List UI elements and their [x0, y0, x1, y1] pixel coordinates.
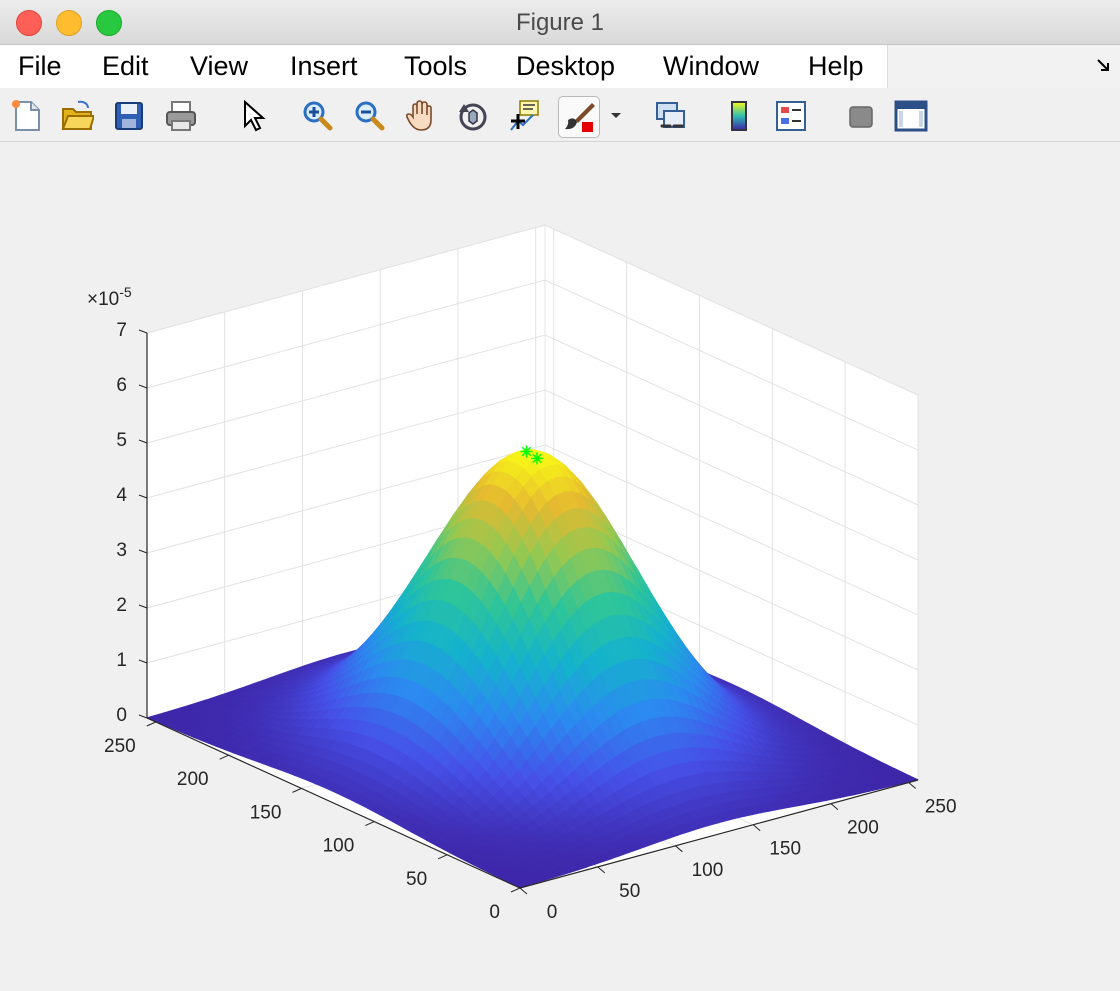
y-tick-label: 0 [489, 902, 500, 923]
brush-icon[interactable] [562, 100, 596, 134]
rotate-3d-icon[interactable] [456, 99, 490, 133]
z-exponent-power: -5 [119, 284, 132, 300]
x-tick-mark [909, 783, 916, 789]
window-title: Figure 1 [0, 9, 1120, 37]
x-tick-label: 50 [619, 881, 640, 902]
menu-desktop[interactable]: Desktop [516, 51, 615, 82]
y-tick-mark [147, 722, 156, 726]
x-tick-label: 0 [547, 902, 558, 923]
y-tick-mark [292, 788, 301, 792]
plot-area[interactable]: 0 50 100 150 200 250 0 50 100 150 200 250 0 1 2 3 4 5 6 7 ×1… [0, 142, 1120, 986]
dock-arrow-icon[interactable] [1096, 58, 1112, 74]
menu-tools[interactable]: Tools [404, 51, 467, 82]
y-tick-label: 100 [323, 836, 355, 857]
zoom-in-icon[interactable] [300, 99, 334, 133]
z-tick-mark [139, 660, 147, 663]
menu-help[interactable]: Help [808, 51, 864, 82]
z-tick-mark [139, 715, 147, 718]
menu-window[interactable]: Window [663, 51, 759, 82]
x-tick-label: 100 [692, 860, 724, 881]
x-tick-mark [831, 804, 838, 810]
y-tick-label: 150 [250, 802, 282, 823]
x-tick-mark [598, 867, 605, 873]
peak-marker [520, 446, 532, 458]
hide-plot-tools-icon[interactable] [844, 99, 878, 133]
y-tick-mark [438, 855, 447, 859]
colorbar-icon[interactable] [722, 99, 756, 133]
legend-icon[interactable] [774, 99, 808, 133]
show-plot-tools-icon[interactable] [894, 99, 928, 133]
y-tick-mark [220, 755, 229, 759]
z-tick-mark [139, 385, 147, 388]
z-tick-mark [139, 605, 147, 608]
z-tick-label: 4 [116, 485, 127, 506]
menu-view[interactable]: View [190, 51, 248, 82]
z-tick-mark [139, 550, 147, 553]
zoom-out-icon[interactable] [352, 99, 386, 133]
link-plot-icon[interactable] [654, 99, 688, 133]
new-figure-icon[interactable] [10, 99, 44, 133]
print-icon[interactable] [164, 99, 198, 133]
x-tick-label: 200 [847, 818, 879, 839]
y-tick-mark [365, 822, 374, 826]
z-tick-label: 1 [116, 650, 127, 671]
y-tick-label: 200 [177, 769, 209, 790]
surface-plot[interactable]: 0 50 100 150 200 250 0 50 100 150 200 250 0 1 2 3 4 5 6 7 ×1… [0, 142, 1120, 986]
x-tick-label: 250 [925, 797, 957, 818]
brush-toggle[interactable] [558, 96, 600, 138]
menu-edit[interactable]: Edit [102, 51, 149, 82]
z-tick-label: 3 [116, 540, 127, 561]
z-tick-label: 0 [116, 705, 127, 726]
menu-insert[interactable]: Insert [290, 51, 358, 82]
title-bar[interactable]: Figure 1 [0, 0, 1120, 45]
z-tick-mark [139, 495, 147, 498]
open-file-icon[interactable] [60, 99, 94, 133]
pan-hand-icon[interactable] [404, 99, 438, 133]
menu-bar-end [887, 45, 1120, 88]
z-exponent-label: ×10-5 [87, 284, 132, 310]
peak-marker [531, 452, 543, 464]
x-tick-label: 150 [769, 839, 801, 860]
z-tick-mark [139, 330, 147, 333]
z-tick-label: 7 [116, 320, 127, 341]
save-icon[interactable] [112, 99, 146, 133]
z-tick-label: 6 [116, 375, 127, 396]
menu-file[interactable]: File [18, 51, 62, 82]
x-tick-mark [520, 888, 527, 894]
y-tick-label: 250 [104, 736, 136, 757]
y-tick-mark [511, 888, 520, 892]
z-tick-mark [139, 440, 147, 443]
y-tick-label: 50 [406, 869, 427, 890]
z-tick-label: 5 [116, 430, 127, 451]
x-tick-mark [753, 825, 760, 831]
z-tick-label: 2 [116, 595, 127, 616]
x-tick-mark [675, 846, 682, 852]
data-cursor-icon[interactable] [508, 99, 542, 133]
select-cursor-icon[interactable] [236, 99, 270, 133]
brush-dropdown-icon[interactable] [608, 107, 624, 123]
figure-toolbar [0, 89, 1120, 142]
